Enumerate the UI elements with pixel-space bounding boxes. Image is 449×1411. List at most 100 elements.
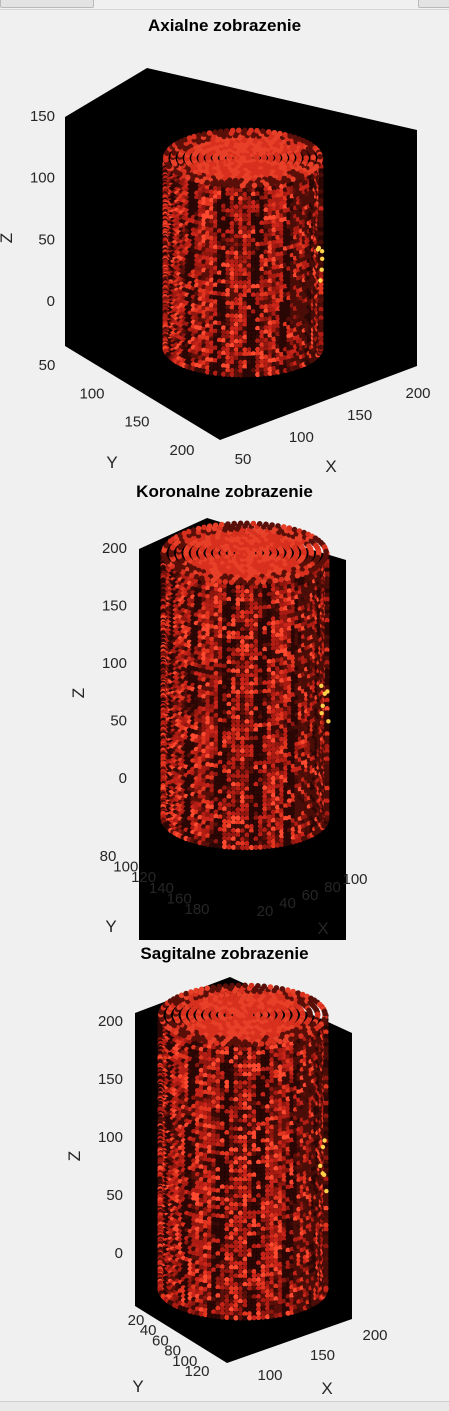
axial-voxel <box>259 224 265 230</box>
axial-voxel <box>267 240 273 246</box>
axial-voxel <box>242 191 248 197</box>
axial-voxel <box>318 176 324 182</box>
axial-voxel <box>238 296 244 302</box>
axial-voxel <box>242 271 248 277</box>
axial-voxel <box>212 265 219 271</box>
axial-voxel <box>242 212 248 218</box>
axial-voxel <box>216 203 223 209</box>
axial-voxel <box>221 270 227 276</box>
axial-voxel <box>246 288 252 294</box>
axial-voxel <box>246 212 252 218</box>
axial-voxel <box>250 220 256 227</box>
axial-voxel <box>318 210 324 216</box>
axial-voxel <box>221 287 227 293</box>
axial-voxel <box>225 313 231 319</box>
axial-voxel <box>242 221 248 227</box>
axial-voxel <box>318 344 324 350</box>
axial-voxel <box>259 207 265 213</box>
axial-voxel <box>317 153 323 160</box>
axial-voxel <box>255 212 261 218</box>
axial-voxel <box>267 232 273 238</box>
axial-voxel <box>263 257 269 263</box>
axial-voxel <box>267 295 273 301</box>
axial-voxel <box>221 211 227 218</box>
axial-voxel <box>238 246 244 252</box>
toolbar-tab-left[interactable] <box>0 0 94 8</box>
axial-voxel <box>251 182 258 189</box>
axial-voxel <box>250 246 256 252</box>
axial-voxel <box>205 293 211 299</box>
axial-voxel <box>205 235 211 241</box>
axial-voxel <box>221 245 227 251</box>
axial-voxel <box>238 250 244 256</box>
axial-voxel <box>263 181 270 188</box>
axial-voxel <box>259 203 265 209</box>
axial-voxel <box>246 263 252 269</box>
axial-voxel <box>216 308 223 314</box>
axial-voxel <box>267 265 273 271</box>
axial-voxel <box>238 267 244 273</box>
axial-voxel <box>318 189 324 195</box>
axial-voxel <box>246 250 252 256</box>
axial-voxel <box>225 187 231 193</box>
axial-hot-voxel <box>319 267 324 272</box>
axial-voxel <box>246 275 252 281</box>
axial-voxel <box>267 206 273 213</box>
toolbar-tab-right[interactable] <box>418 0 449 8</box>
axial-voxel <box>205 251 211 257</box>
axial-voxel <box>257 182 264 188</box>
axial-voxel <box>267 311 273 318</box>
axial-voxel <box>263 287 269 293</box>
axial-voxel <box>221 291 227 297</box>
axial-voxel <box>225 308 231 315</box>
axial-voxel <box>205 218 211 224</box>
axial-voxel <box>212 290 219 296</box>
axial-voxel <box>259 270 265 276</box>
axial-voxel <box>221 262 227 268</box>
axial-voxel <box>259 237 265 243</box>
axial-voxel <box>267 257 273 263</box>
axial-voxel <box>255 279 261 285</box>
axial-voxel <box>229 212 235 218</box>
axial-voxel <box>212 261 219 267</box>
axial-voxel <box>208 202 215 208</box>
axial-voxel <box>229 199 235 206</box>
axial-voxel <box>242 267 248 273</box>
axial-voxel <box>271 256 277 262</box>
axial-voxel <box>255 199 261 205</box>
axial-voxel <box>233 233 239 239</box>
axial-voxel <box>225 287 231 294</box>
axial-voxel <box>205 209 211 215</box>
axial-voxel <box>208 252 215 258</box>
axial-voxel <box>225 258 231 264</box>
axial-voxel <box>238 275 244 281</box>
axial-voxel <box>255 292 261 298</box>
axial-voxel <box>208 231 215 237</box>
axial-voxel <box>233 254 239 260</box>
axial-voxel <box>221 195 227 201</box>
axial-voxel <box>238 225 244 231</box>
axial-voxel <box>267 282 273 288</box>
axial-voxel <box>208 290 215 296</box>
axial-voxel <box>263 283 269 289</box>
axial-voxel <box>255 283 261 289</box>
axial-voxel <box>267 299 273 305</box>
axial-voxel <box>216 249 223 255</box>
axial-voxel <box>255 262 261 268</box>
axial-voxel <box>218 128 224 135</box>
axial-voxel <box>255 287 261 294</box>
axial-voxel <box>212 286 219 292</box>
axial-voxel <box>238 263 244 269</box>
axial-voxel <box>250 208 256 214</box>
axial-voxel <box>225 199 231 205</box>
axial-voxel <box>271 210 277 216</box>
axial-voxel <box>263 224 269 230</box>
axial-voxel <box>242 263 248 269</box>
axial-voxel <box>238 305 244 311</box>
axial-voxel <box>250 233 256 239</box>
axial-voxel <box>267 190 273 196</box>
axial-voxel <box>238 238 244 244</box>
axial-voxel <box>221 224 227 230</box>
